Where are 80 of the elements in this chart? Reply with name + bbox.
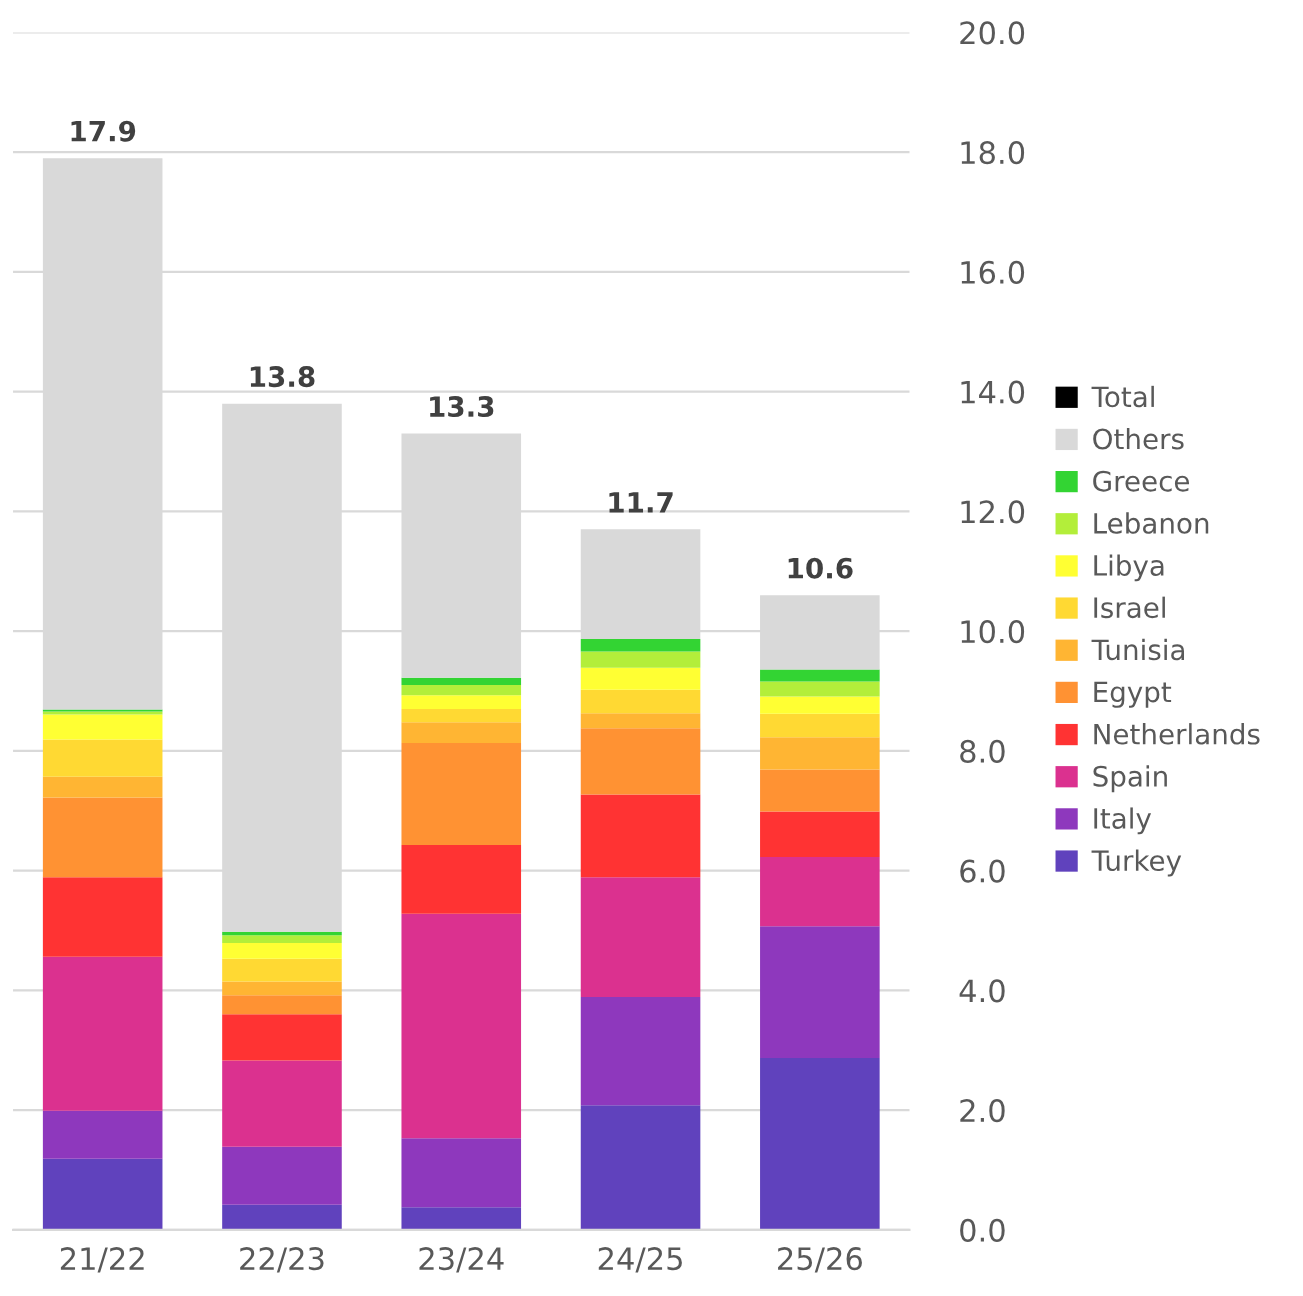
bar (222, 995, 342, 1015)
bar (580, 667, 701, 690)
bar (760, 696, 880, 714)
bar (42, 797, 163, 878)
total-label: 17.9 (71, 120, 136, 142)
bar (222, 1014, 342, 1061)
legend-label: Egypt (1094, 681, 1172, 708)
bar (222, 935, 342, 944)
bar (222, 1146, 342, 1205)
bar (42, 1158, 163, 1230)
y-tick-label: 20.0 (960, 21, 1025, 45)
bar (760, 1058, 880, 1230)
y-tick-label: 2.0 (960, 1099, 1005, 1123)
bar (401, 708, 522, 723)
legend-label: Turkey (1091, 849, 1182, 877)
total-label: 13.8 (250, 366, 315, 388)
bar (401, 1138, 522, 1208)
total-label: 10.6 (788, 557, 853, 579)
bar (580, 638, 701, 652)
bar (42, 776, 163, 798)
bar (401, 743, 522, 845)
bar (580, 689, 701, 714)
bar (222, 1204, 342, 1230)
y-tick-label: 8.0 (960, 739, 1005, 763)
bar (760, 681, 880, 697)
y-tick-label: 10.0 (961, 620, 1025, 644)
legend-label: Italy (1094, 807, 1152, 835)
bar (580, 1105, 701, 1230)
y-tick-label: 12.0 (961, 500, 1025, 524)
legend-label: Greece (1093, 470, 1190, 492)
bar (580, 794, 701, 878)
y-tick-label: 0.0 (960, 1218, 1005, 1242)
y-tick-label: 18.0 (961, 141, 1025, 165)
bar (222, 958, 342, 982)
bar (42, 714, 163, 740)
legend-label: Spain (1093, 765, 1167, 793)
bar (580, 877, 701, 997)
bar (401, 844, 522, 914)
bar (580, 651, 701, 668)
legend-label: Total (1091, 385, 1154, 408)
legend-label: Libya (1094, 554, 1164, 582)
bar (401, 722, 522, 744)
bar (42, 956, 163, 1111)
bar (401, 1207, 522, 1230)
bar (222, 1060, 342, 1147)
legend-label: Netherlands (1094, 723, 1260, 745)
bar (401, 685, 522, 696)
bar (580, 996, 701, 1106)
x-tick-label: 25/26 (778, 1247, 862, 1273)
bar (580, 728, 701, 795)
legend-label: Others (1093, 427, 1184, 450)
x-tick-label: 23/24 (419, 1247, 504, 1273)
bar (42, 877, 163, 957)
x-tick-label: 21/22 (60, 1247, 144, 1273)
bar (760, 926, 880, 1059)
bar (760, 811, 880, 857)
bar (760, 769, 880, 812)
y-tick-label: 16.0 (961, 260, 1025, 284)
bar (222, 981, 342, 996)
total-label: 11.7 (609, 492, 673, 513)
bar (401, 695, 522, 709)
bar (401, 913, 522, 1139)
total-label: 13.3 (430, 396, 494, 418)
bar (42, 1110, 163, 1159)
bar (42, 739, 163, 777)
bar (222, 943, 342, 959)
legend-label: Tunisia (1091, 638, 1185, 661)
bar (580, 713, 701, 729)
legend-label: Lebanon (1094, 512, 1209, 534)
y-tick-label: 6.0 (960, 859, 1005, 883)
x-tick-label: 22/23 (240, 1247, 324, 1273)
bar (760, 669, 880, 682)
x-tick-label: 24/25 (598, 1247, 682, 1273)
bar (760, 737, 880, 770)
y-tick-label: 4.0 (959, 979, 1005, 1003)
bar (760, 856, 880, 927)
legend-label: Israel (1094, 596, 1165, 619)
bar (760, 713, 880, 738)
bar (401, 677, 522, 686)
y-tick-label: 14.0 (961, 380, 1025, 404)
